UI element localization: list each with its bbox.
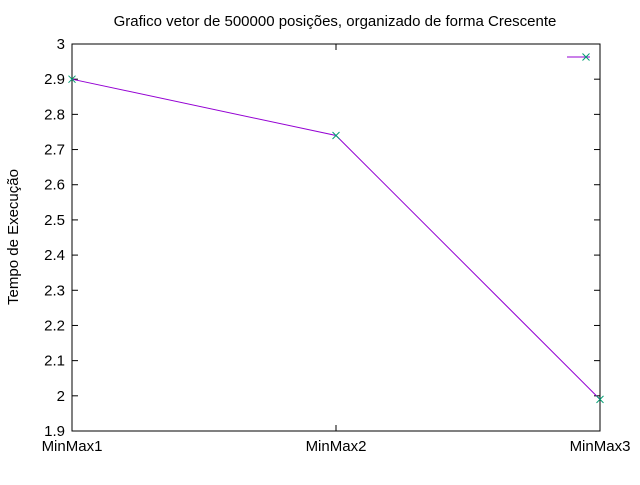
y-tick-label: 2 — [57, 388, 65, 405]
legend-marker-sample — [582, 53, 590, 61]
y-tick-label: 2.3 — [44, 282, 65, 299]
plot-frame — [71, 43, 601, 432]
y-tick-label: 3 — [57, 36, 65, 53]
y-axis-ticks: 1.9 2 2.1 2.2 2.3 2.4 2.5 2.6 2.7 2.8 2.9 3 — [44, 36, 600, 440]
y-tick-label: 2.9 — [44, 71, 65, 88]
y-tick-label: 2.6 — [44, 177, 65, 194]
y-tick-label: 1.9 — [44, 423, 65, 440]
data-point-marker — [596, 395, 604, 404]
data-point-marker — [332, 131, 340, 140]
y-tick-label: 2.8 — [44, 106, 65, 123]
y-axis-label: Tempo de Execução — [5, 169, 22, 305]
x-axis-ticks: MinMax1 MinMax2 MinMax3 — [42, 44, 631, 455]
data-point-marker — [68, 75, 76, 84]
y-tick-label: 2.1 — [44, 353, 65, 370]
y-tick-label: 2.2 — [44, 317, 65, 334]
legend — [567, 53, 590, 61]
series-line — [71, 78, 601, 400]
y-tick-label: 2.4 — [44, 247, 65, 264]
chart-title: Grafico vetor de 500000 posições, organi… — [114, 13, 557, 30]
x-tick-label: MinMax3 — [570, 438, 631, 455]
x-tick-label: MinMax1 — [42, 438, 103, 455]
y-tick-label: 2.7 — [44, 142, 65, 159]
series-group — [68, 75, 604, 404]
x-tick-label: MinMax2 — [306, 438, 367, 455]
y-tick-label: 2.5 — [44, 212, 65, 229]
